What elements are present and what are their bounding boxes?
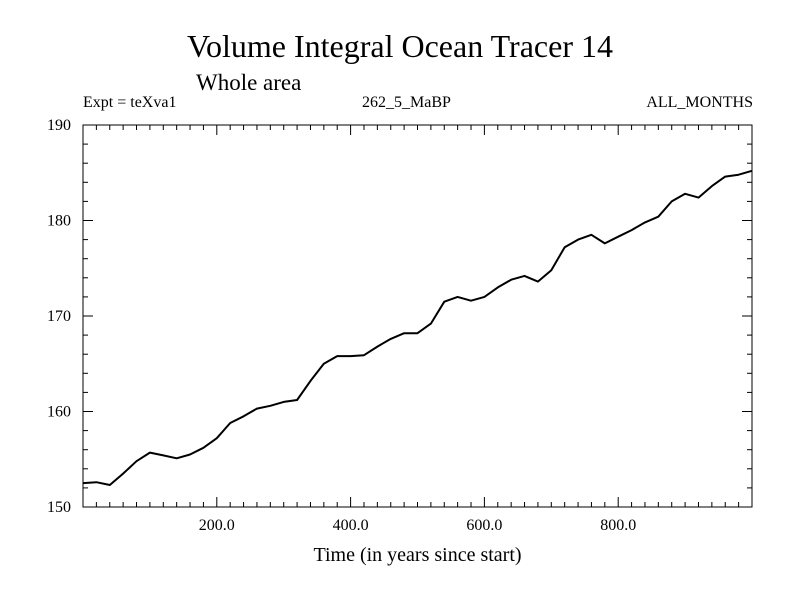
series-line [82,169,753,486]
y-tick-label: 160 [47,404,71,421]
y-tick-label: 150 [47,499,71,516]
y-tick-label: 170 [47,308,71,325]
plot-frame [82,124,753,508]
y-tick-label: 180 [47,213,71,230]
y-tick-label: 190 [47,117,71,134]
x-tick-label: 600.0 [466,517,502,534]
experiment-label: Expt = teXva1 [83,94,177,111]
chart-subtitle: Whole area [196,70,302,95]
months-label: ALL_MONTHS [646,94,753,111]
period-label: 262_5_MaBP [362,94,451,111]
chart-title: Volume Integral Ocean Tracer 14 [187,28,613,64]
x-axis-label: Time (in years since start) [313,544,521,566]
x-tick-label: 800.0 [600,517,636,534]
x-tick-label: 400.0 [333,517,369,534]
x-tick-label: 200.0 [199,517,235,534]
